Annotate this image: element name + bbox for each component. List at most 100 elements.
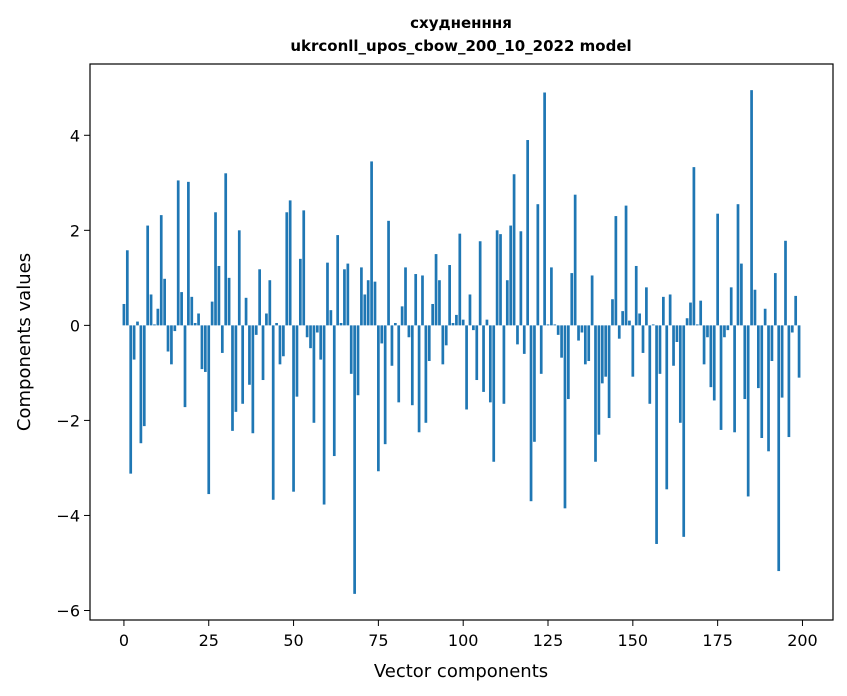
bar-160 [665, 325, 669, 490]
bar-7 [146, 225, 150, 326]
bar-124 [543, 92, 546, 326]
bar-68 [353, 325, 356, 594]
bar-42 [265, 313, 268, 326]
bar-151 [634, 265, 638, 326]
bar-85 [410, 325, 414, 406]
bar-144 [611, 299, 614, 326]
bars-group [122, 90, 801, 594]
bar-145 [614, 216, 618, 326]
bar-77 [383, 325, 387, 445]
bar-197 [790, 325, 794, 333]
bar-192 [773, 273, 777, 326]
bar-10 [156, 308, 160, 326]
bar-195 [784, 240, 787, 326]
bar-4 [136, 321, 139, 326]
bar-196 [787, 325, 791, 438]
bar-91 [431, 303, 435, 326]
bar-27 [214, 212, 217, 326]
bar-32 [231, 325, 234, 431]
bar-189 [763, 308, 767, 326]
bar-119 [526, 140, 530, 326]
bar-110 [495, 230, 499, 326]
bar-21 [193, 322, 197, 326]
bar-199 [797, 325, 801, 378]
bar-97 [451, 322, 455, 326]
bar-161 [668, 294, 672, 326]
bar-56 [312, 325, 316, 423]
bar-139 [594, 325, 597, 462]
chart-title-line1: схудненння [410, 14, 512, 32]
bar-23 [200, 325, 204, 370]
bar-137 [587, 325, 591, 362]
bar-186 [753, 289, 757, 326]
bar-64 [339, 322, 343, 326]
bar-181 [736, 204, 740, 326]
bar-35 [241, 325, 245, 404]
y-tick-label-2: −2 [56, 411, 80, 430]
bar-81 [397, 325, 401, 403]
bar-2 [129, 325, 133, 474]
bar-44 [271, 325, 275, 500]
bar-94 [441, 325, 445, 365]
bar-130 [563, 325, 567, 509]
x-tick-label-2: 50 [283, 631, 303, 650]
bar-141 [600, 325, 604, 384]
bar-57 [315, 325, 319, 333]
bar-51 [295, 325, 299, 397]
bar-163 [675, 325, 679, 342]
bar-39 [254, 325, 258, 335]
bar-93 [438, 280, 441, 326]
bar-50 [292, 325, 295, 492]
bar-88 [421, 275, 424, 326]
bar-16 [176, 180, 180, 326]
bar-121 [533, 325, 536, 442]
bar-135 [580, 325, 584, 333]
bar-46 [278, 325, 282, 365]
bar-112 [502, 325, 506, 404]
bar-31 [227, 277, 231, 326]
bar-138 [590, 275, 594, 326]
bar-149 [628, 320, 631, 326]
bar-127 [553, 324, 557, 326]
bar-194 [780, 325, 784, 398]
bar-38 [251, 325, 255, 434]
bar-76 [380, 325, 384, 344]
bar-20 [190, 296, 194, 326]
bar-24 [203, 325, 207, 372]
bar-111 [499, 234, 502, 326]
bar-117 [519, 231, 523, 326]
bar-168 [692, 167, 696, 326]
bar-100 [461, 319, 465, 326]
bar-180 [733, 325, 736, 433]
bar-152 [638, 313, 641, 326]
bar-148 [624, 205, 628, 326]
x-axis-ticks: 0 25 50 75 100 125 150 175 200 [119, 620, 818, 650]
x-tick-label-0: 0 [119, 631, 129, 650]
bar-182 [740, 263, 743, 326]
bar-176 [719, 325, 723, 430]
bar-63 [336, 235, 340, 326]
bar-55 [309, 325, 312, 349]
bar-174 [712, 325, 716, 401]
bar-177 [723, 325, 726, 338]
bar-67 [349, 325, 353, 374]
y-tick-label-0: −6 [56, 601, 80, 620]
bar-131 [567, 325, 570, 400]
bar-58 [319, 325, 323, 360]
bar-123 [539, 325, 543, 374]
bar-69 [356, 325, 360, 396]
bar-166 [685, 318, 689, 326]
y-tick-label-3: 0 [70, 316, 80, 335]
bar-72 [366, 280, 370, 326]
bar-122 [536, 204, 540, 326]
bar-41 [261, 325, 265, 381]
bar-115 [512, 174, 516, 326]
bar-159 [662, 296, 665, 326]
bar-185 [750, 90, 753, 326]
bar-78 [387, 220, 390, 326]
bar-48 [285, 212, 289, 326]
bar-162 [672, 325, 675, 366]
bar-84 [407, 325, 411, 338]
bar-184 [746, 325, 750, 497]
bar-183 [743, 325, 747, 400]
